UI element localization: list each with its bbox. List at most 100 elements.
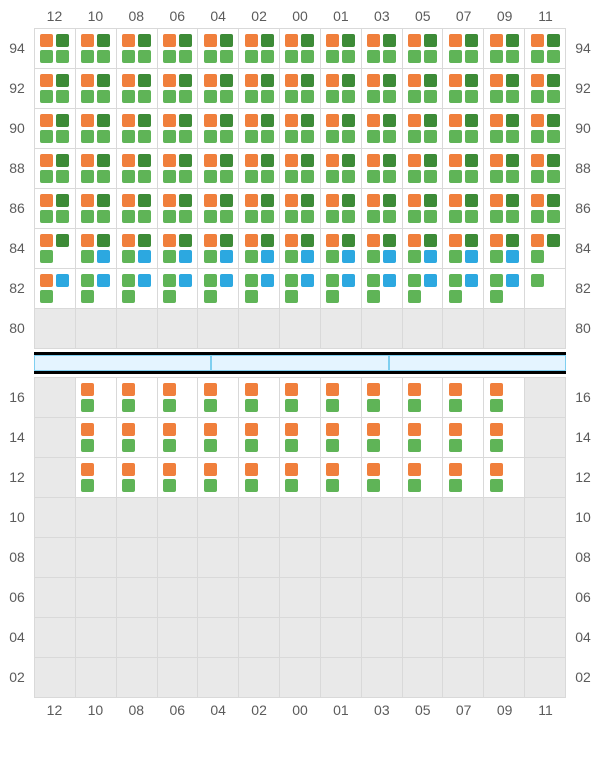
- status-square: [261, 154, 274, 167]
- status-square: [81, 423, 94, 436]
- status-square: [163, 479, 176, 492]
- grid-cell: [35, 149, 76, 189]
- bottom-row-labels-right: 1614121008060402: [566, 377, 600, 698]
- status-square: [122, 50, 135, 63]
- status-square: [56, 130, 69, 143]
- status-square: [367, 234, 380, 247]
- grid-cell: [321, 458, 362, 498]
- grid-cell-empty: [525, 658, 566, 698]
- grid-cell: [158, 189, 199, 229]
- grid-cell: [443, 229, 484, 269]
- status-square: [506, 154, 519, 167]
- grid-cell: [35, 109, 76, 149]
- status-square: [506, 90, 519, 103]
- grid-cell: [321, 29, 362, 69]
- grid-cell-empty: [158, 658, 199, 698]
- status-square: [449, 170, 462, 183]
- status-square: [408, 154, 421, 167]
- status-square: [163, 114, 176, 127]
- status-square: [81, 90, 94, 103]
- grid-cell-empty: [403, 309, 444, 349]
- status-square: [138, 274, 151, 287]
- status-square: [326, 170, 339, 183]
- status-square: [465, 90, 478, 103]
- grid-cell: [443, 69, 484, 109]
- status-square: [245, 439, 258, 452]
- grid-cell-empty: [76, 538, 117, 578]
- status-square: [367, 34, 380, 47]
- grid-cell: [403, 109, 444, 149]
- grid-cell-empty: [280, 309, 321, 349]
- status-square: [506, 194, 519, 207]
- grid-cell-empty: [198, 658, 239, 698]
- row-label: 08: [0, 537, 34, 577]
- status-square: [285, 250, 298, 263]
- row-label: 94: [566, 28, 600, 68]
- status-square: [97, 130, 110, 143]
- grid-cell: [403, 269, 444, 309]
- status-square: [245, 154, 258, 167]
- status-square: [81, 194, 94, 207]
- grid-cell-empty: [321, 618, 362, 658]
- grid-cell: [321, 149, 362, 189]
- grid-cell: [76, 418, 117, 458]
- grid-cell: [76, 378, 117, 418]
- status-square: [367, 210, 380, 223]
- status-square: [163, 463, 176, 476]
- row-label: 14: [0, 417, 34, 457]
- status-square: [204, 114, 217, 127]
- status-square: [163, 234, 176, 247]
- status-square: [81, 463, 94, 476]
- grid-cell: [239, 29, 280, 69]
- grid-cell-empty: [321, 498, 362, 538]
- status-square: [138, 170, 151, 183]
- status-square: [163, 50, 176, 63]
- grid-cell-empty: [321, 658, 362, 698]
- grid-cell: [362, 378, 403, 418]
- status-square: [163, 399, 176, 412]
- status-square: [179, 210, 192, 223]
- grid-cell-empty: [362, 498, 403, 538]
- status-square: [449, 274, 462, 287]
- row-label: 02: [566, 657, 600, 697]
- status-square: [424, 154, 437, 167]
- grid-cell-empty: [198, 578, 239, 618]
- column-label: 01: [320, 8, 361, 24]
- status-square: [367, 290, 380, 303]
- status-square: [220, 234, 233, 247]
- status-square: [245, 130, 258, 143]
- status-square: [408, 274, 421, 287]
- status-square: [449, 290, 462, 303]
- status-square: [179, 90, 192, 103]
- status-square: [122, 154, 135, 167]
- status-square: [424, 34, 437, 47]
- status-square: [285, 194, 298, 207]
- status-square: [285, 170, 298, 183]
- grid-cell: [76, 229, 117, 269]
- status-square: [367, 383, 380, 396]
- status-square: [490, 423, 503, 436]
- grid-cell: [76, 269, 117, 309]
- row-label: 04: [566, 617, 600, 657]
- grid-cell-empty: [76, 498, 117, 538]
- status-square: [261, 250, 274, 263]
- status-square: [285, 210, 298, 223]
- status-square: [204, 130, 217, 143]
- status-square: [122, 250, 135, 263]
- row-label: 88: [0, 148, 34, 188]
- status-square: [261, 234, 274, 247]
- status-square: [465, 34, 478, 47]
- grid-cell-empty: [239, 309, 280, 349]
- grid-cell-empty: [525, 378, 566, 418]
- column-label: 12: [34, 8, 75, 24]
- status-square: [490, 194, 503, 207]
- status-square: [383, 234, 396, 247]
- column-label: 10: [75, 8, 116, 24]
- column-label: 12: [34, 702, 75, 718]
- row-label: 84: [0, 228, 34, 268]
- grid-cell-empty: [443, 309, 484, 349]
- grid-cell-empty: [525, 498, 566, 538]
- grid-cell: [117, 378, 158, 418]
- grid-cell-empty: [321, 309, 362, 349]
- status-square: [531, 194, 544, 207]
